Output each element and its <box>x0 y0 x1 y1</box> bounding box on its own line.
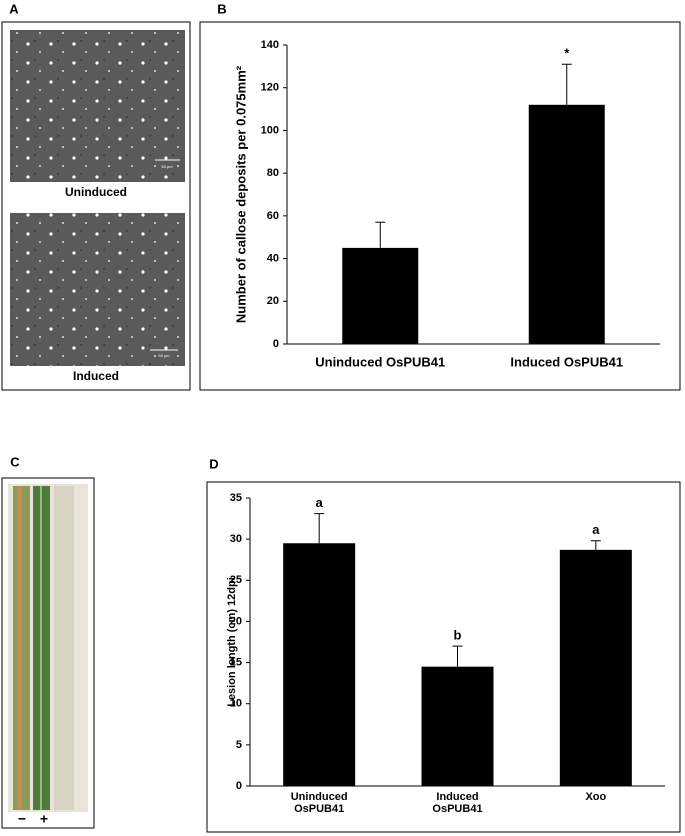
y-tick-label: 25 <box>230 574 242 586</box>
label-line: Induced <box>436 791 478 803</box>
error-bar <box>452 645 463 667</box>
error-bar <box>375 221 386 248</box>
caption: Induced <box>73 369 119 383</box>
leaf-label: − <box>18 811 26 827</box>
annotation: a <box>316 495 324 510</box>
leaf-midrib <box>40 486 42 810</box>
y-tick-label: 20 <box>267 295 279 307</box>
micrograph <box>10 30 185 182</box>
panel-label: B <box>217 1 226 16</box>
panel-label: D <box>209 456 218 471</box>
panel-label: A <box>9 1 19 16</box>
label-line: Uninduced <box>291 791 348 803</box>
bar <box>421 666 494 786</box>
label-line: OsPUB41 <box>432 803 482 815</box>
y-tick-label: 5 <box>236 739 242 751</box>
panel-label: C <box>10 454 20 469</box>
y-tick-label: 120 <box>261 82 279 94</box>
annotation: b <box>454 628 462 643</box>
caption: Uninduced <box>65 185 127 199</box>
lesion <box>17 486 22 810</box>
annotation: * <box>564 46 570 61</box>
y-tick-label: 100 <box>261 124 279 136</box>
panel-frame <box>1 477 95 829</box>
bar <box>342 247 419 344</box>
panel-frame <box>1 21 191 391</box>
y-tick-label: 15 <box>230 656 242 668</box>
scale-bar-label: 50 µm <box>158 353 170 358</box>
y-tick-label: 140 <box>261 39 279 51</box>
x-tick-label: Uninduced OsPUB41 <box>315 354 445 369</box>
x-tick-label: Xoo <box>585 791 606 803</box>
scale-bar-label: 50 µm <box>161 164 173 169</box>
bar <box>283 543 356 786</box>
y-tick-label: 30 <box>230 533 242 545</box>
y-tick-label: 0 <box>236 780 242 792</box>
y-tick-label: 0 <box>273 338 279 350</box>
x-tick-label: Induced OsPUB41 <box>510 354 623 369</box>
panel-frame <box>199 21 681 391</box>
x-tick-label: Uninduced OsPUB41 <box>291 791 348 815</box>
error-bar <box>314 513 325 544</box>
y-tick-label: 40 <box>267 252 279 264</box>
y-tick-label: 20 <box>230 615 242 627</box>
panel-frame <box>206 481 681 833</box>
y-tick-label: 35 <box>230 492 242 504</box>
leaf-label: + <box>40 811 48 827</box>
error-bar <box>561 63 572 105</box>
micrograph <box>10 213 185 366</box>
y-axis-label: Lesion length (cm) 12dpi <box>226 577 238 707</box>
y-tick-label: 80 <box>267 167 279 179</box>
ruler <box>54 486 74 810</box>
x-tick-label: Induced OsPUB41 <box>432 791 482 815</box>
annotation: a <box>592 522 600 537</box>
y-axis-label: Number of callose deposits per 0.075mm² <box>233 65 248 323</box>
y-tick-label: 60 <box>267 210 279 222</box>
y-tick-label: 10 <box>230 698 242 710</box>
bar <box>528 104 605 344</box>
bar <box>559 549 632 786</box>
label-line: OsPUB41 <box>294 803 344 815</box>
error-bar <box>590 540 601 550</box>
